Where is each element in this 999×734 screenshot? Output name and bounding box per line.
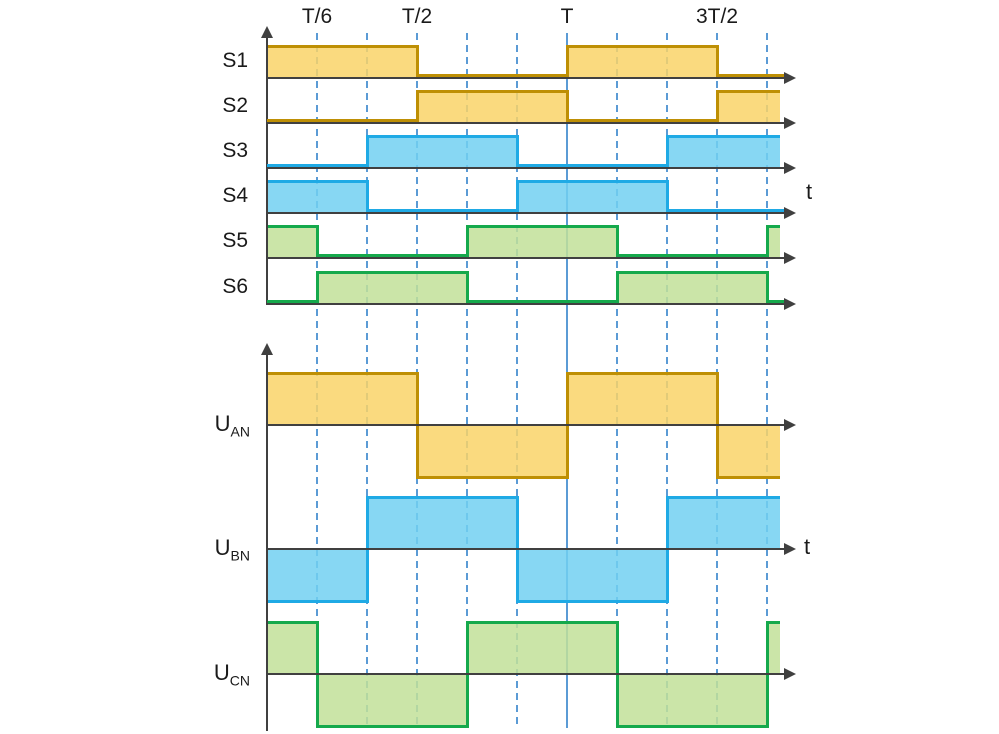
time-axis-S3 bbox=[266, 167, 784, 169]
waveform-low-line-S2 bbox=[567, 119, 717, 122]
waveform-low-line-S5 bbox=[617, 254, 767, 257]
waveform-low-line-S6 bbox=[267, 300, 317, 303]
signal-label-subscript: AN bbox=[230, 423, 250, 440]
waveform-positive-segment-UBN bbox=[665, 496, 780, 549]
waveform-high-segment-S5 bbox=[765, 225, 780, 258]
waveform-low-line-S1 bbox=[717, 74, 784, 77]
signal-label-S5: S5 bbox=[222, 229, 248, 252]
signal-label-S4: S4 bbox=[222, 184, 248, 207]
gridline-dashed bbox=[466, 33, 468, 728]
axis-arrow-right-icon bbox=[784, 252, 796, 264]
signal-label-S6: S6 bbox=[222, 275, 248, 298]
signal-label-S1: S1 bbox=[222, 49, 248, 72]
tick-label-T: T bbox=[560, 5, 574, 28]
waveform-positive-segment-UAN bbox=[267, 372, 419, 425]
waveform-negative-segment-UBN bbox=[515, 549, 669, 603]
axis-arrow-right-icon bbox=[784, 207, 796, 219]
value-axis-top bbox=[266, 37, 268, 304]
waveform-positive-segment-UCN bbox=[267, 621, 319, 674]
axis-arrow-right-icon bbox=[784, 298, 796, 310]
signal-label-subscript: BN bbox=[230, 547, 250, 564]
axis-arrow-right-icon bbox=[784, 419, 796, 431]
signal-label-subscript: CN bbox=[229, 672, 250, 689]
waveform-negative-segment-UCN bbox=[315, 674, 469, 728]
waveform-high-segment-S5 bbox=[267, 225, 319, 258]
waveform-low-line-S6 bbox=[767, 300, 784, 303]
waveform-high-segment-S3 bbox=[365, 135, 519, 168]
waveform-high-segment-S5 bbox=[465, 225, 619, 258]
waveform-low-line-S6 bbox=[467, 300, 617, 303]
gridline-dashed bbox=[516, 33, 518, 728]
time-axis-UBN bbox=[266, 548, 784, 550]
signal-label-UAN: UAN bbox=[214, 411, 250, 440]
axis-arrow-right-icon bbox=[784, 162, 796, 174]
waveform-low-line-S4 bbox=[667, 209, 784, 212]
waveform-high-segment-S4 bbox=[515, 180, 669, 213]
waveform-positive-segment-UAN bbox=[565, 372, 719, 425]
signal-label-UCN: UCN bbox=[213, 660, 250, 689]
time-axis-S2 bbox=[266, 122, 784, 124]
waveform-negative-segment-UAN bbox=[715, 425, 780, 479]
axis-arrow-right-icon bbox=[784, 668, 796, 680]
axis-arrow-up-icon bbox=[261, 26, 273, 38]
waveform-high-segment-S3 bbox=[665, 135, 780, 168]
signal-label-S3: S3 bbox=[222, 139, 248, 162]
waveform-negative-segment-UBN bbox=[267, 549, 369, 603]
time-axis-label-top: t bbox=[806, 179, 813, 204]
waveform-positive-segment-UCN bbox=[465, 621, 619, 674]
waveform-high-segment-S6 bbox=[315, 271, 469, 304]
waveform-positive-segment-UBN bbox=[365, 496, 519, 549]
waveform-positive-segment-UCN bbox=[765, 621, 780, 674]
waveform-low-line-S3 bbox=[267, 164, 367, 167]
signal-label-UBN: UBN bbox=[214, 535, 250, 564]
time-axis-UCN bbox=[266, 673, 784, 675]
waveform-low-line-S5 bbox=[317, 254, 467, 257]
signal-label-S2: S2 bbox=[222, 94, 248, 117]
waveform-high-segment-S2 bbox=[715, 90, 780, 123]
waveform-high-segment-S6 bbox=[615, 271, 769, 304]
time-axis-S6 bbox=[266, 303, 784, 305]
value-axis-bottom bbox=[266, 354, 268, 731]
gridline-dashed bbox=[766, 33, 768, 728]
tick-label-T-6: T/6 bbox=[301, 5, 333, 28]
axis-arrow-right-icon bbox=[784, 117, 796, 129]
waveform-high-segment-S1 bbox=[565, 45, 719, 78]
waveform-high-segment-S4 bbox=[267, 180, 369, 213]
waveform-high-segment-S2 bbox=[415, 90, 569, 123]
waveform-low-line-S2 bbox=[267, 119, 417, 122]
waveform-low-line-S1 bbox=[417, 74, 567, 77]
time-axis-S4 bbox=[266, 212, 784, 214]
axis-arrow-right-icon bbox=[784, 72, 796, 84]
axis-arrow-up-icon bbox=[261, 343, 273, 355]
tick-label-T-2: T/2 bbox=[401, 5, 433, 28]
time-axis-S1 bbox=[266, 77, 784, 79]
axis-arrow-right-icon bbox=[784, 543, 796, 555]
time-axis-UAN bbox=[266, 424, 784, 426]
waveform-negative-segment-UCN bbox=[615, 674, 769, 728]
tick-label-3T-2: 3T/2 bbox=[695, 5, 739, 28]
waveform-negative-segment-UAN bbox=[415, 425, 569, 479]
time-axis-label-bottom: t bbox=[804, 534, 811, 559]
waveform-low-line-S3 bbox=[517, 164, 667, 167]
waveform-low-line-S4 bbox=[367, 209, 517, 212]
time-axis-S5 bbox=[266, 257, 784, 259]
waveform-high-segment-S1 bbox=[267, 45, 419, 78]
